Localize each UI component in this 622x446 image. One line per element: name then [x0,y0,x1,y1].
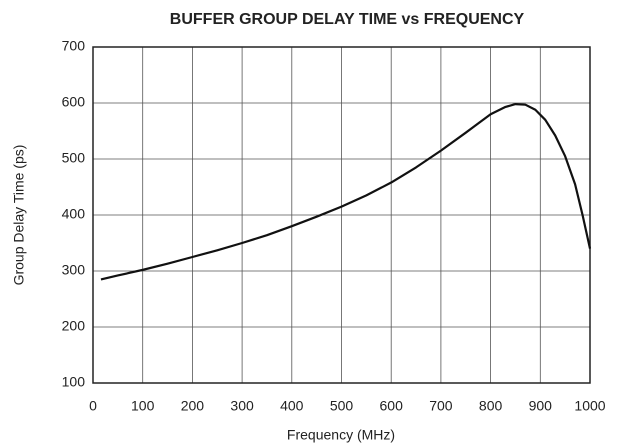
y-tick-label: 400 [62,206,86,222]
x-axis-label: Frequency (MHz) [287,427,395,443]
x-tick-label: 900 [529,398,553,414]
x-tick-label: 100 [131,398,155,414]
y-tick-label: 700 [62,38,86,54]
x-tick-label: 300 [230,398,254,414]
y-tick-label: 500 [62,150,86,166]
y-tick-label: 300 [62,262,86,278]
x-tick-label: 1000 [574,398,605,414]
x-tick-label: 200 [181,398,205,414]
x-tick-label: 500 [330,398,354,414]
y-tick-label: 600 [62,94,86,110]
x-tick-label: 400 [280,398,304,414]
data-line [100,103,592,281]
y-axis-label: Group Delay Time (ps) [11,145,27,286]
x-tick-label: 600 [380,398,404,414]
x-tick-label: 0 [89,398,97,414]
y-tick-label: 100 [62,374,86,390]
x-tick-label: 800 [479,398,503,414]
x-tick-label: 700 [429,398,453,414]
plot-frame [92,46,591,384]
y-tick-label: 200 [62,318,86,334]
chart-title: BUFFER GROUP DELAY TIME vs FREQUENCY [170,11,525,28]
